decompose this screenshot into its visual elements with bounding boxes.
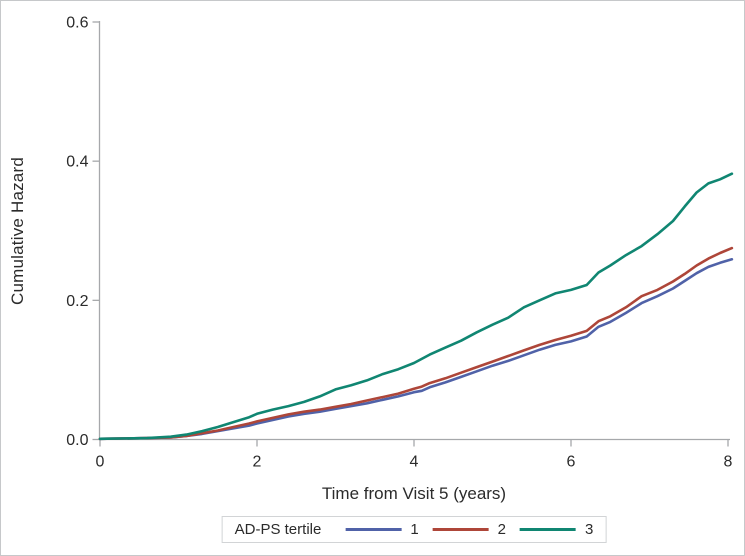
legend-title: AD-PS tertile <box>234 521 322 538</box>
x-axis-title: Time from Visit 5 (years) <box>321 484 507 503</box>
legend-item-2: 2 <box>432 521 507 538</box>
x-tick-label: 6 <box>567 454 576 471</box>
y-axis-title: Cumulative Hazard <box>8 157 27 305</box>
legend-item-label: 3 <box>585 521 594 538</box>
legend: AD-PS tertile 1 2 3 <box>221 516 607 543</box>
x-tick-label: 2 <box>253 454 262 471</box>
x-tick-label: 8 <box>724 454 733 471</box>
legend-item-3: 3 <box>520 521 593 538</box>
series-line-2 <box>98 246 734 441</box>
legend-line-swatch <box>345 528 402 531</box>
y-tick-label: 0.2 <box>66 293 88 310</box>
legend-item-label: 2 <box>497 521 507 538</box>
y-tick-label: 0.0 <box>66 432 88 449</box>
legend-item-1: 1 <box>345 521 419 538</box>
series-line-1 <box>98 257 734 441</box>
y-tick-label: 0.6 <box>66 15 88 32</box>
legend-items: 1 2 3 <box>345 521 593 538</box>
legend-item-label: 1 <box>410 521 419 538</box>
legend-line-swatch <box>520 528 577 531</box>
y-tick-label: 0.4 <box>66 154 88 171</box>
series-line-3 <box>98 172 734 441</box>
x-tick-label: 4 <box>410 454 419 471</box>
x-tick-label: 0 <box>96 454 105 471</box>
legend-line-swatch <box>432 528 489 531</box>
